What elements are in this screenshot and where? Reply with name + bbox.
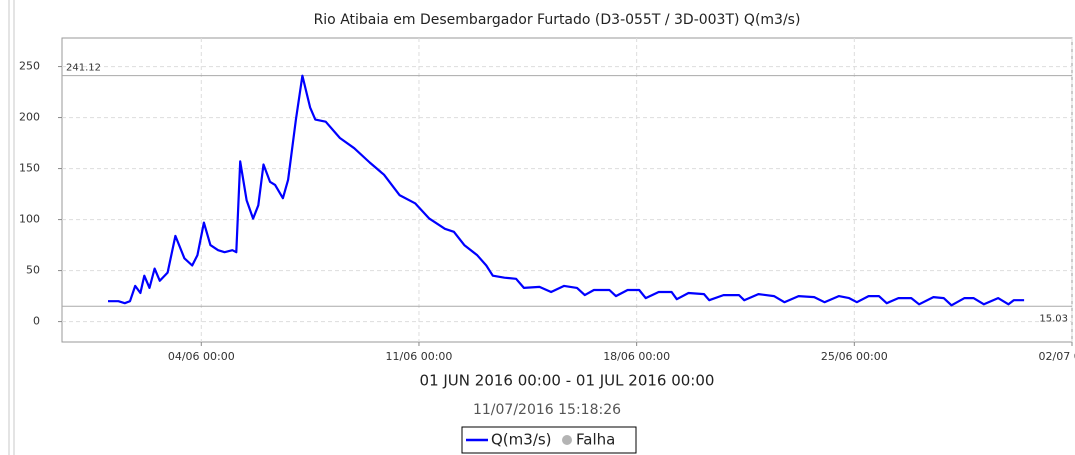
x-tick-label: 18/06 00:00 — [603, 350, 670, 363]
y-tick-label: 100 — [19, 213, 40, 226]
legend-box — [461, 426, 637, 454]
x-tick-label: 25/06 00:00 — [821, 350, 888, 363]
series-line — [108, 74, 1025, 307]
x-tick-label: 04/06 00:00 — [168, 350, 235, 363]
legend-label: Q(m3/s) — [491, 431, 552, 449]
legend-swatch — [562, 435, 572, 445]
timestamp: 11/07/2016 15:18:26 — [473, 402, 621, 418]
chart-title: Rio Atibaia em Desembargador Furtado (D3… — [314, 12, 801, 28]
y-tick-label: 250 — [19, 60, 40, 73]
reference-label: 241.12 — [66, 63, 101, 74]
x-tick-label: 02/07 00:00 — [1039, 350, 1075, 363]
plot-area — [61, 37, 1073, 343]
chart-subtitle: 01 JUN 2016 00:00 - 01 JUL 2016 00:00 — [420, 372, 715, 390]
y-tick-label: 150 — [19, 162, 40, 175]
legend-label: Falha — [576, 431, 615, 449]
y-tick-label: 50 — [26, 264, 40, 277]
reference-label: 15.03 — [1039, 313, 1068, 324]
y-tick-label: 200 — [19, 111, 40, 124]
y-tick-label: 0 — [33, 315, 40, 328]
x-tick-label: 11/06 00:00 — [386, 350, 453, 363]
